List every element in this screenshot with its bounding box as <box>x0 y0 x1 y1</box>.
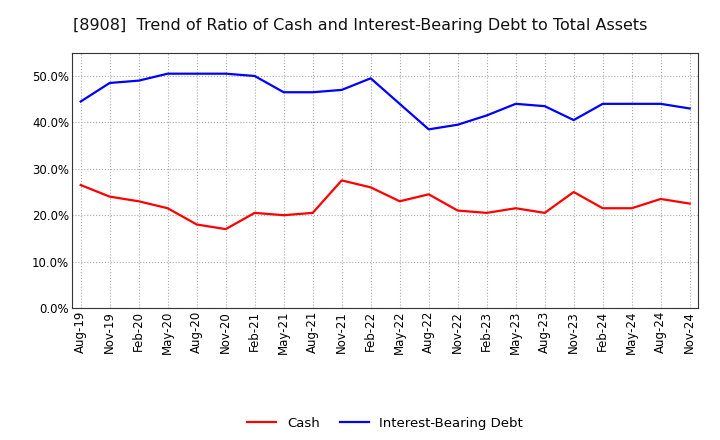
Line: Interest-Bearing Debt: Interest-Bearing Debt <box>81 73 690 129</box>
Interest-Bearing Debt <box>627 101 636 106</box>
Interest-Bearing Debt <box>221 71 230 76</box>
Interest-Bearing Debt <box>279 90 288 95</box>
Cash <box>163 205 172 211</box>
Interest-Bearing Debt <box>308 90 317 95</box>
Cash <box>395 198 404 204</box>
Legend: Cash, Interest-Bearing Debt: Cash, Interest-Bearing Debt <box>242 411 528 435</box>
Interest-Bearing Debt <box>511 101 520 106</box>
Interest-Bearing Debt <box>570 117 578 123</box>
Interest-Bearing Debt <box>366 76 375 81</box>
Interest-Bearing Debt <box>135 78 143 83</box>
Cash <box>221 227 230 232</box>
Cash <box>685 201 694 206</box>
Interest-Bearing Debt <box>685 106 694 111</box>
Interest-Bearing Debt <box>105 81 114 86</box>
Cash <box>251 210 259 216</box>
Interest-Bearing Debt <box>338 87 346 92</box>
Cash <box>482 210 491 216</box>
Interest-Bearing Debt <box>482 113 491 118</box>
Cash <box>424 192 433 197</box>
Interest-Bearing Debt <box>598 101 607 106</box>
Interest-Bearing Debt <box>395 101 404 106</box>
Interest-Bearing Debt <box>76 99 85 104</box>
Cash <box>366 185 375 190</box>
Interest-Bearing Debt <box>541 103 549 109</box>
Interest-Bearing Debt <box>424 127 433 132</box>
Cash <box>338 178 346 183</box>
Cash <box>454 208 462 213</box>
Cash <box>105 194 114 199</box>
Line: Cash: Cash <box>81 180 690 229</box>
Cash <box>135 198 143 204</box>
Cash <box>279 213 288 218</box>
Cash <box>570 189 578 194</box>
Cash <box>627 205 636 211</box>
Cash <box>76 183 85 188</box>
Interest-Bearing Debt <box>454 122 462 127</box>
Cash <box>657 196 665 202</box>
Cash <box>192 222 201 227</box>
Interest-Bearing Debt <box>163 71 172 76</box>
Interest-Bearing Debt <box>657 101 665 106</box>
Cash <box>598 205 607 211</box>
Cash <box>308 210 317 216</box>
Interest-Bearing Debt <box>251 73 259 79</box>
Cash <box>541 210 549 216</box>
Interest-Bearing Debt <box>192 71 201 76</box>
Cash <box>511 205 520 211</box>
Text: [8908]  Trend of Ratio of Cash and Interest-Bearing Debt to Total Assets: [8908] Trend of Ratio of Cash and Intere… <box>73 18 647 33</box>
